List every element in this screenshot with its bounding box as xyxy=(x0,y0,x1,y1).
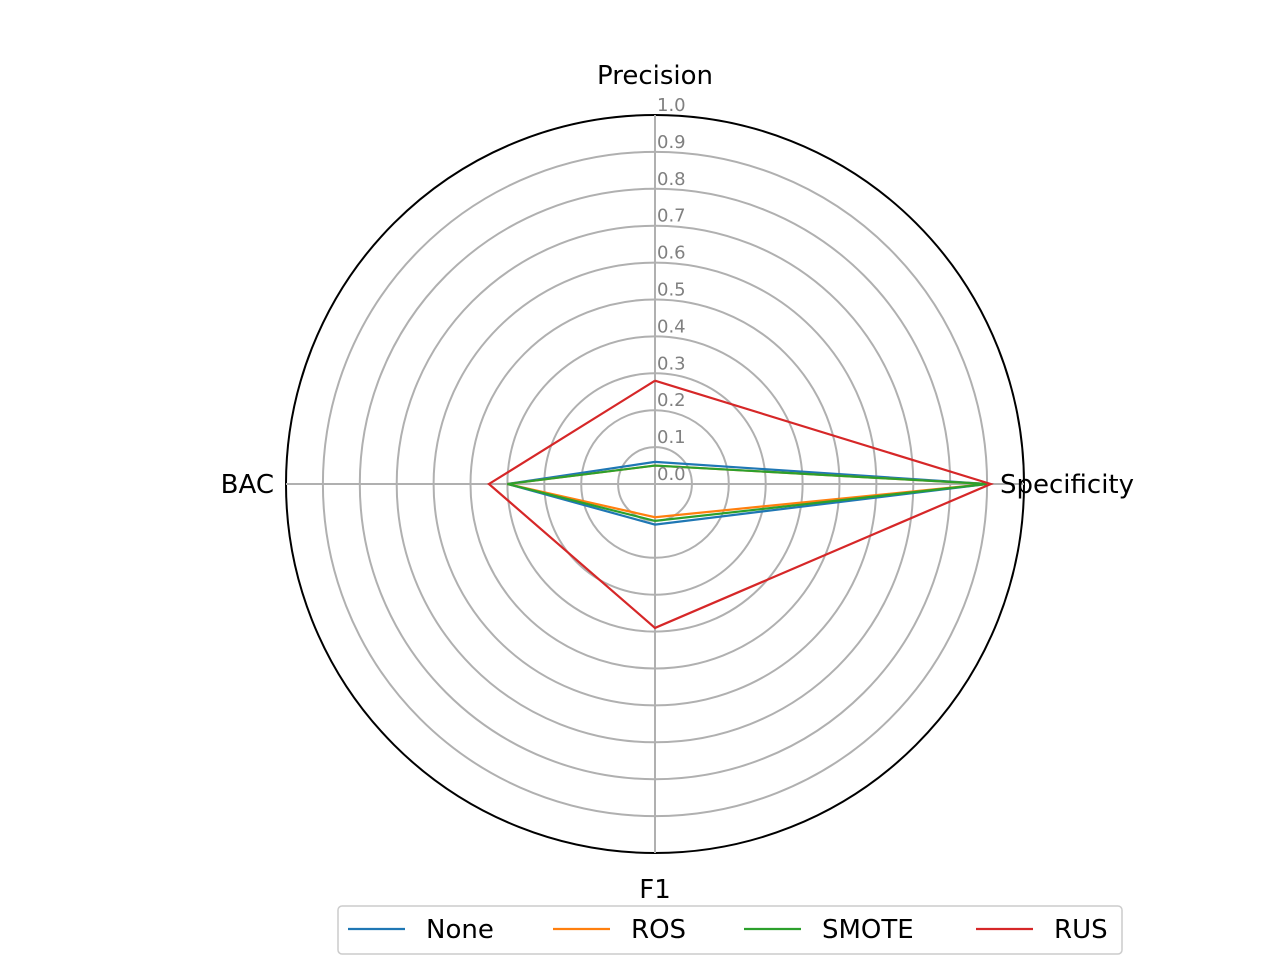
legend-label-smote: SMOTE xyxy=(822,915,914,945)
axis-label-bac: BAC xyxy=(221,470,274,500)
axis-label-precision: Precision xyxy=(597,61,713,91)
legend-label-ros: ROS xyxy=(631,915,686,945)
rtick-label: 0.1 xyxy=(657,427,686,448)
axis-label-f1: F1 xyxy=(639,875,671,905)
radial-tick-labels: 0.0 0.1 0.2 0.3 0.4 0.5 0.6 0.7 0.8 0.9 1.0 xyxy=(657,95,686,485)
legend-label-none: None xyxy=(426,915,494,945)
radar-grid xyxy=(285,114,1025,854)
rtick-label: 0.6 xyxy=(657,243,686,264)
series-lines xyxy=(487,379,994,630)
legend-box xyxy=(337,905,1123,955)
series-line-smote xyxy=(507,464,988,523)
rtick-label: 0.8 xyxy=(657,169,686,190)
legend-label-rus: RUS xyxy=(1054,915,1108,945)
rtick-label: 1.0 xyxy=(657,95,686,116)
rtick-label: 0.3 xyxy=(657,353,686,374)
rtick-label: 0.9 xyxy=(657,132,686,153)
rtick-label: 0.0 xyxy=(657,464,686,485)
axis-label-specificity: Specificity xyxy=(1000,470,1134,500)
rtick-label: 0.7 xyxy=(657,206,686,227)
series-line-none xyxy=(507,460,988,526)
rtick-label: 0.4 xyxy=(657,316,686,337)
legend: None ROS SMOTE RUS xyxy=(337,905,1123,955)
axis-labels: Precision Specificity F1 BAC xyxy=(221,61,1134,905)
series-line-rus xyxy=(487,379,994,630)
rtick-label: 0.2 xyxy=(657,390,686,411)
rtick-label: 0.5 xyxy=(657,280,686,301)
